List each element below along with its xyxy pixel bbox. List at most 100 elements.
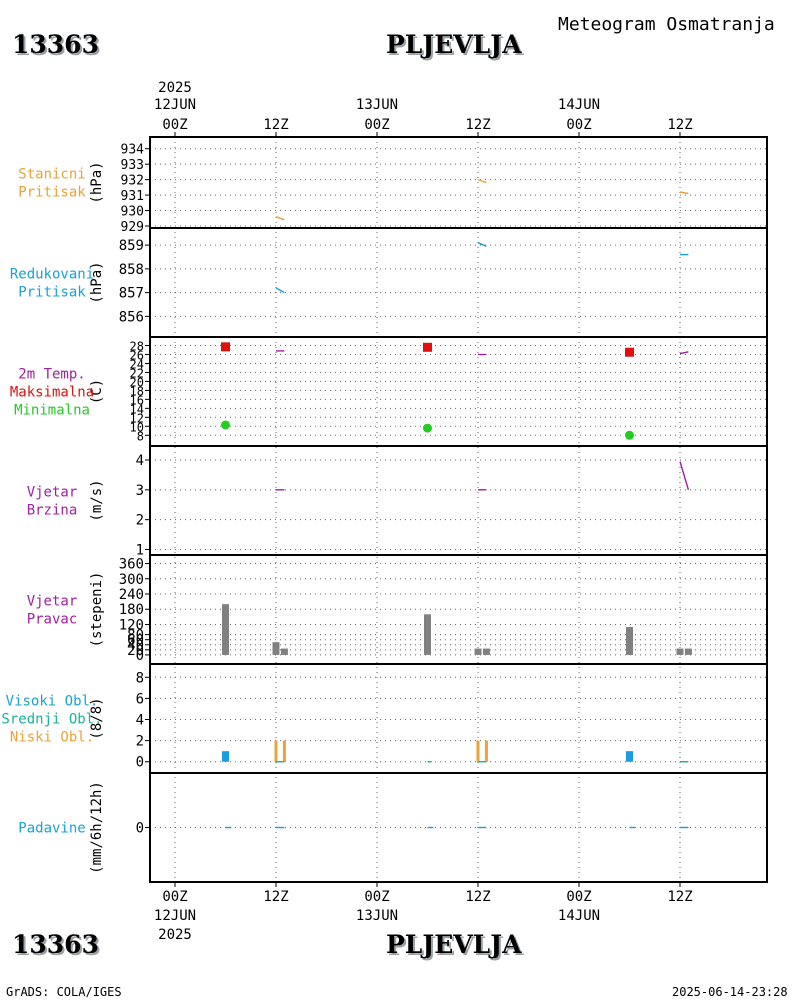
unit-label: (hPa) [89,161,105,203]
y-tick-label: 240 [119,587,144,603]
station-id-bottom: 13363 [12,930,99,959]
time-axis-labels: 202512JUN00Z00Z12JUN12Z12Z13JUN00Z00Z13J… [154,80,693,943]
y-tick-label: 4 [136,453,144,469]
y-tick-label: 0 [136,648,144,664]
unit-label: (hPa) [89,261,105,303]
hour-label-top: 00Z [364,117,389,133]
hour-label-top: 12Z [465,117,490,133]
panel-frame [149,554,768,665]
y-tick-label: 0 [136,821,144,837]
bar-mark [676,648,684,655]
panel-frame [149,663,768,774]
series-line [275,287,285,294]
panel-label: Pravac [27,612,78,628]
low-cloud-bar [484,740,488,762]
station-id-top: 13363 [12,30,99,59]
y-tick-label: 0 [136,755,144,771]
bar-mark [222,604,229,655]
y-tick-label: 4 [136,713,144,729]
hour-label-bottom: 12Z [263,889,288,905]
y-tick-label: 16 [130,393,144,407]
bar-mark [222,751,229,762]
date-label-top: 12JUN [154,97,196,113]
y-tick-label: 932 [121,174,144,189]
panel-clouds: 0 2 4 6 8 (8/8)Visoki Obl. Srednji Obl. Niski O… [1,663,768,774]
y-tick-label: 8 [137,429,144,443]
y-tick-label: 856 [119,309,144,325]
bar-mark [626,627,633,655]
panel-label: Brzina [27,503,78,519]
year-label-bottom: 2025 [158,927,192,943]
min-temp-marker [221,420,230,430]
y-tick-label: 360 [119,557,144,573]
min-temp-marker [423,423,432,433]
y-tick-label: 6 [136,691,144,707]
max-temp-marker [423,342,432,352]
series-line [679,191,689,195]
low-cloud-bar [476,740,480,762]
hour-label-top: 12Z [667,117,692,133]
panel-label: Visoki Obl. [6,694,99,710]
bar-mark [626,751,633,762]
y-tick-label: 933 [121,158,144,173]
hour-label-top: 12Z [263,117,288,133]
panel-label: Srednji Obl. [1,712,102,728]
unit-label: (C) [89,379,105,404]
panel-label: Pritisak [18,185,86,201]
y-tick-label: 929 [121,220,144,235]
y-tick-label: 934 [121,143,145,158]
hour-label-bottom: 00Z [162,889,187,905]
y-tick-label: 2 [136,734,144,750]
panel-label: 2m Temp. [18,367,85,383]
panel-frame [149,336,768,447]
low-cloud-bar [282,740,286,762]
y-tick-label: 857 [119,286,144,302]
y-tick-label: 931 [121,189,144,204]
series-line [477,242,487,247]
y-tick-label: 22 [130,366,144,380]
hour-label-top: 00Z [162,117,187,133]
bar-mark [482,648,490,655]
y-tick-label: 1 [136,543,144,559]
bar-mark [424,614,431,655]
panel-label: Redukovani [10,267,94,283]
date-label-bottom: 13JUN [356,908,398,924]
y-tick-label: 80 [127,628,144,644]
y-tick-label: 300 [119,572,144,588]
max-temp-marker [221,342,230,352]
y-tick-label: 40 [127,638,144,654]
hour-label-bottom: 00Z [566,889,591,905]
panel-frame [149,445,768,556]
y-tick-label: 3 [136,483,144,499]
bar-mark [474,648,482,655]
max-temp-marker [625,347,634,357]
panel-precipitation: 0 (mm/6h/12h)Padavine [18,772,768,883]
station-name-bottom: PLJEVLJA [386,930,522,959]
unit-label: (stepeni) [89,572,105,648]
panel-wind-speed: 1 2 3 4 (m/s) Vjetar Brzina [27,445,768,559]
y-tick-label: 8 [136,670,144,686]
min-temp-marker [625,430,634,440]
hour-label-bottom: 12Z [465,889,490,905]
year-label-top: 2025 [158,80,192,96]
y-tick-label: 26 [130,348,144,362]
hour-label-top: 00Z [566,117,591,133]
date-label-top: 14JUN [558,97,600,113]
date-label-bottom: 14JUN [558,908,600,924]
station-name-top: PLJEVLJA [386,30,522,59]
bar-mark [280,648,288,655]
generated-timestamp: 2025-06-14-23:28 [672,985,788,999]
panel-frame [149,136,768,229]
series-line [679,461,690,490]
panel-label: Stanicni [18,167,85,183]
panel-frame [149,772,768,883]
panel-label: Pritisak [18,285,86,301]
panel-label: Niski Obl. [10,730,94,746]
panel-label: Maksimalna [10,385,94,401]
y-tick-label: 12 [130,411,144,425]
y-tick-label: 18 [130,384,144,398]
